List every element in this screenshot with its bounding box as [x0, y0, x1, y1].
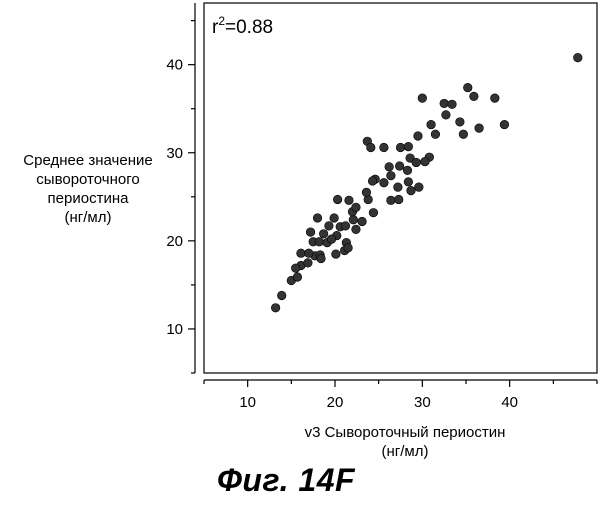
- data-point: [291, 264, 300, 273]
- data-point: [313, 214, 322, 223]
- data-point: [500, 120, 509, 129]
- data-point: [440, 99, 449, 108]
- data-point: [345, 196, 354, 205]
- data-point: [317, 254, 326, 263]
- y-axis-title: Среднее значение сывороточного периостин…: [0, 151, 176, 227]
- data-point: [333, 195, 342, 204]
- data-point: [306, 228, 315, 237]
- data-point: [277, 291, 286, 300]
- data-point: [330, 214, 339, 223]
- data-point: [394, 183, 403, 192]
- data-point: [412, 158, 421, 167]
- y-axis-title-line: сывороточного: [0, 170, 176, 189]
- data-point: [414, 132, 423, 141]
- data-point: [491, 94, 500, 103]
- data-point: [456, 118, 465, 127]
- data-point: [404, 178, 413, 187]
- data-point: [431, 130, 440, 139]
- figure-caption: Фиг. 14F: [196, 462, 376, 498]
- data-point: [352, 225, 361, 234]
- data-point: [387, 171, 396, 180]
- data-point: [380, 143, 389, 152]
- data-point: [325, 222, 334, 231]
- data-point: [319, 230, 328, 239]
- data-point: [271, 304, 280, 313]
- data-point: [387, 196, 396, 205]
- x-tick-label: 10: [239, 394, 256, 411]
- data-point: [475, 124, 484, 133]
- data-point: [297, 249, 306, 258]
- y-axis-title-line: периостина: [0, 189, 176, 208]
- data-point: [427, 120, 436, 129]
- data-point: [421, 157, 430, 166]
- data-point: [404, 142, 413, 151]
- data-point: [470, 92, 479, 101]
- data-point: [573, 53, 582, 62]
- x-tick-label: 20: [327, 394, 344, 411]
- y-axis-title-line: Среднее значение: [0, 151, 176, 170]
- x-tick-label: 40: [501, 394, 518, 411]
- data-point: [341, 222, 350, 231]
- data-point: [442, 111, 451, 120]
- data-point: [385, 163, 394, 172]
- data-point: [332, 250, 341, 259]
- data-point: [395, 162, 404, 171]
- data-point: [293, 273, 302, 282]
- data-point: [407, 186, 416, 195]
- data-point: [369, 208, 378, 217]
- data-point: [418, 94, 427, 103]
- data-point: [448, 100, 457, 109]
- data-point: [367, 143, 376, 152]
- data-point: [415, 183, 424, 192]
- y-axis-title-line: (нг/мл): [0, 208, 176, 227]
- data-point: [396, 143, 405, 152]
- y-tick-label: 10: [166, 321, 183, 338]
- data-point: [304, 259, 313, 268]
- data-point: [352, 203, 361, 212]
- y-tick-label: 40: [166, 57, 183, 74]
- data-point: [362, 188, 371, 197]
- x-axis-title-line: (нг/мл): [255, 442, 555, 461]
- data-point: [463, 83, 472, 92]
- data-point: [349, 215, 358, 224]
- data-points: [271, 53, 582, 312]
- data-point: [394, 195, 403, 204]
- x-axis-title-line: v3 Сывороточный периостин: [255, 423, 555, 442]
- data-point: [380, 178, 389, 187]
- data-point: [327, 235, 336, 244]
- data-point: [305, 249, 314, 258]
- x-tick-label: 30: [414, 394, 431, 411]
- y-tick-label: 20: [166, 233, 183, 250]
- x-axis-title: v3 Сывороточный периостин (нг/мл): [255, 423, 555, 461]
- data-point: [358, 217, 367, 226]
- data-point: [315, 237, 324, 246]
- data-point: [344, 244, 353, 253]
- x-ticks: 10 20 30 40: [204, 380, 597, 411]
- data-point: [459, 130, 468, 139]
- data-point: [368, 177, 377, 186]
- data-point: [403, 166, 412, 175]
- r-squared-annotation: r2=0.88: [212, 14, 273, 38]
